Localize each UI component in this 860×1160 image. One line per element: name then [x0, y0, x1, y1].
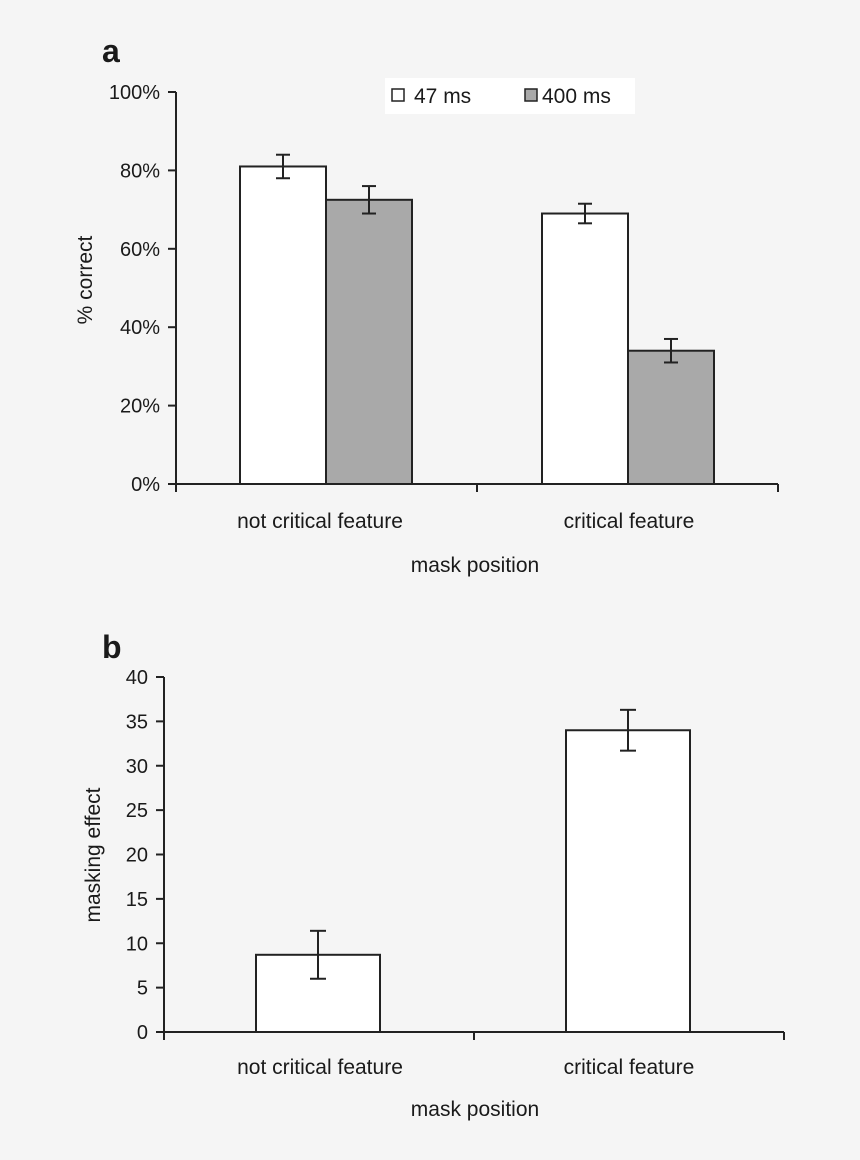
y-tick-label-80: 80% — [120, 160, 160, 182]
legend-background — [385, 78, 635, 114]
panel-a-category-labels: not critical feature critical feature — [237, 510, 694, 533]
y-tick-label-5: 5 — [137, 978, 148, 1000]
panel-b-x-axis-title: mask position — [411, 1098, 539, 1121]
y-tick-label-30: 30 — [126, 756, 148, 778]
bar-critical-feature-masking-effect — [565, 729, 691, 1033]
error-bar-not-critical-feature-masking-effect — [310, 929, 326, 980]
y-tick-label-35: 35 — [126, 711, 148, 733]
error-bar-critical-feature-masking-effect — [620, 708, 636, 752]
panel-b-y-axis-title: masking effect — [82, 787, 105, 922]
panel-b-letter: b — [102, 629, 122, 665]
bar-not-critical-feature-400-ms — [325, 198, 413, 486]
y-tick-label-10: 10 — [126, 933, 148, 955]
y-tick-label-0: 0 — [137, 1022, 148, 1044]
error-bar-not-critical-feature-400-ms — [362, 185, 376, 215]
panel-b-category-labels: not critical feature critical feature — [237, 1056, 694, 1079]
panel-a: a 0% 20% 40% 60% 80% 100% not critical featur… — [74, 33, 779, 577]
y-tick-label-40: 40% — [120, 317, 160, 339]
legend-label-400ms: 400 ms — [542, 85, 611, 108]
panel-b-ticks: 0 5 10 15 20 25 30 35 40 — [126, 667, 785, 1044]
y-tick-label-20: 20 — [126, 845, 148, 867]
panel-b-bars — [255, 708, 691, 1033]
legend-swatch-400ms — [524, 88, 538, 102]
category-label-critical-feature: critical feature — [564, 510, 695, 533]
panel-a-letter: a — [102, 33, 120, 69]
panel-a-y-axis-title: % correct — [74, 235, 97, 324]
y-tick-label-40: 40 — [126, 667, 148, 689]
y-tick-label-100: 100% — [109, 82, 160, 104]
panel-a-ticks: 0% 20% 40% 60% 80% 100% — [109, 82, 779, 496]
category-label-not-critical-feature: not critical feature — [237, 510, 403, 533]
panel-a-legend: 47 ms 400 ms — [385, 78, 635, 114]
error-bar-not-critical-feature-47-ms — [276, 153, 290, 180]
y-tick-label-25: 25 — [126, 800, 148, 822]
y-tick-label-0: 0% — [131, 474, 160, 496]
panel-a-bars — [239, 153, 715, 486]
y-tick-label-15: 15 — [126, 889, 148, 911]
legend-swatch-47ms — [391, 88, 405, 102]
y-tick-label-20: 20% — [120, 396, 160, 418]
legend-label-47ms: 47 ms — [414, 85, 471, 108]
panel-b: b 0 5 10 15 20 25 30 35 40 not critical feature c… — [82, 629, 785, 1121]
error-bar-critical-feature-400-ms — [664, 337, 678, 364]
error-bar-critical-feature-47-ms — [578, 202, 592, 225]
category-label-critical-feature: critical feature — [564, 1056, 695, 1079]
bar-critical-feature-47-ms — [541, 212, 629, 486]
panel-a-x-axis-title: mask position — [411, 554, 539, 577]
bar-critical-feature-400-ms — [627, 349, 715, 485]
y-tick-label-60: 60% — [120, 239, 160, 261]
category-label-not-critical-feature: not critical feature — [237, 1056, 403, 1079]
bar-not-critical-feature-47-ms — [239, 165, 327, 485]
